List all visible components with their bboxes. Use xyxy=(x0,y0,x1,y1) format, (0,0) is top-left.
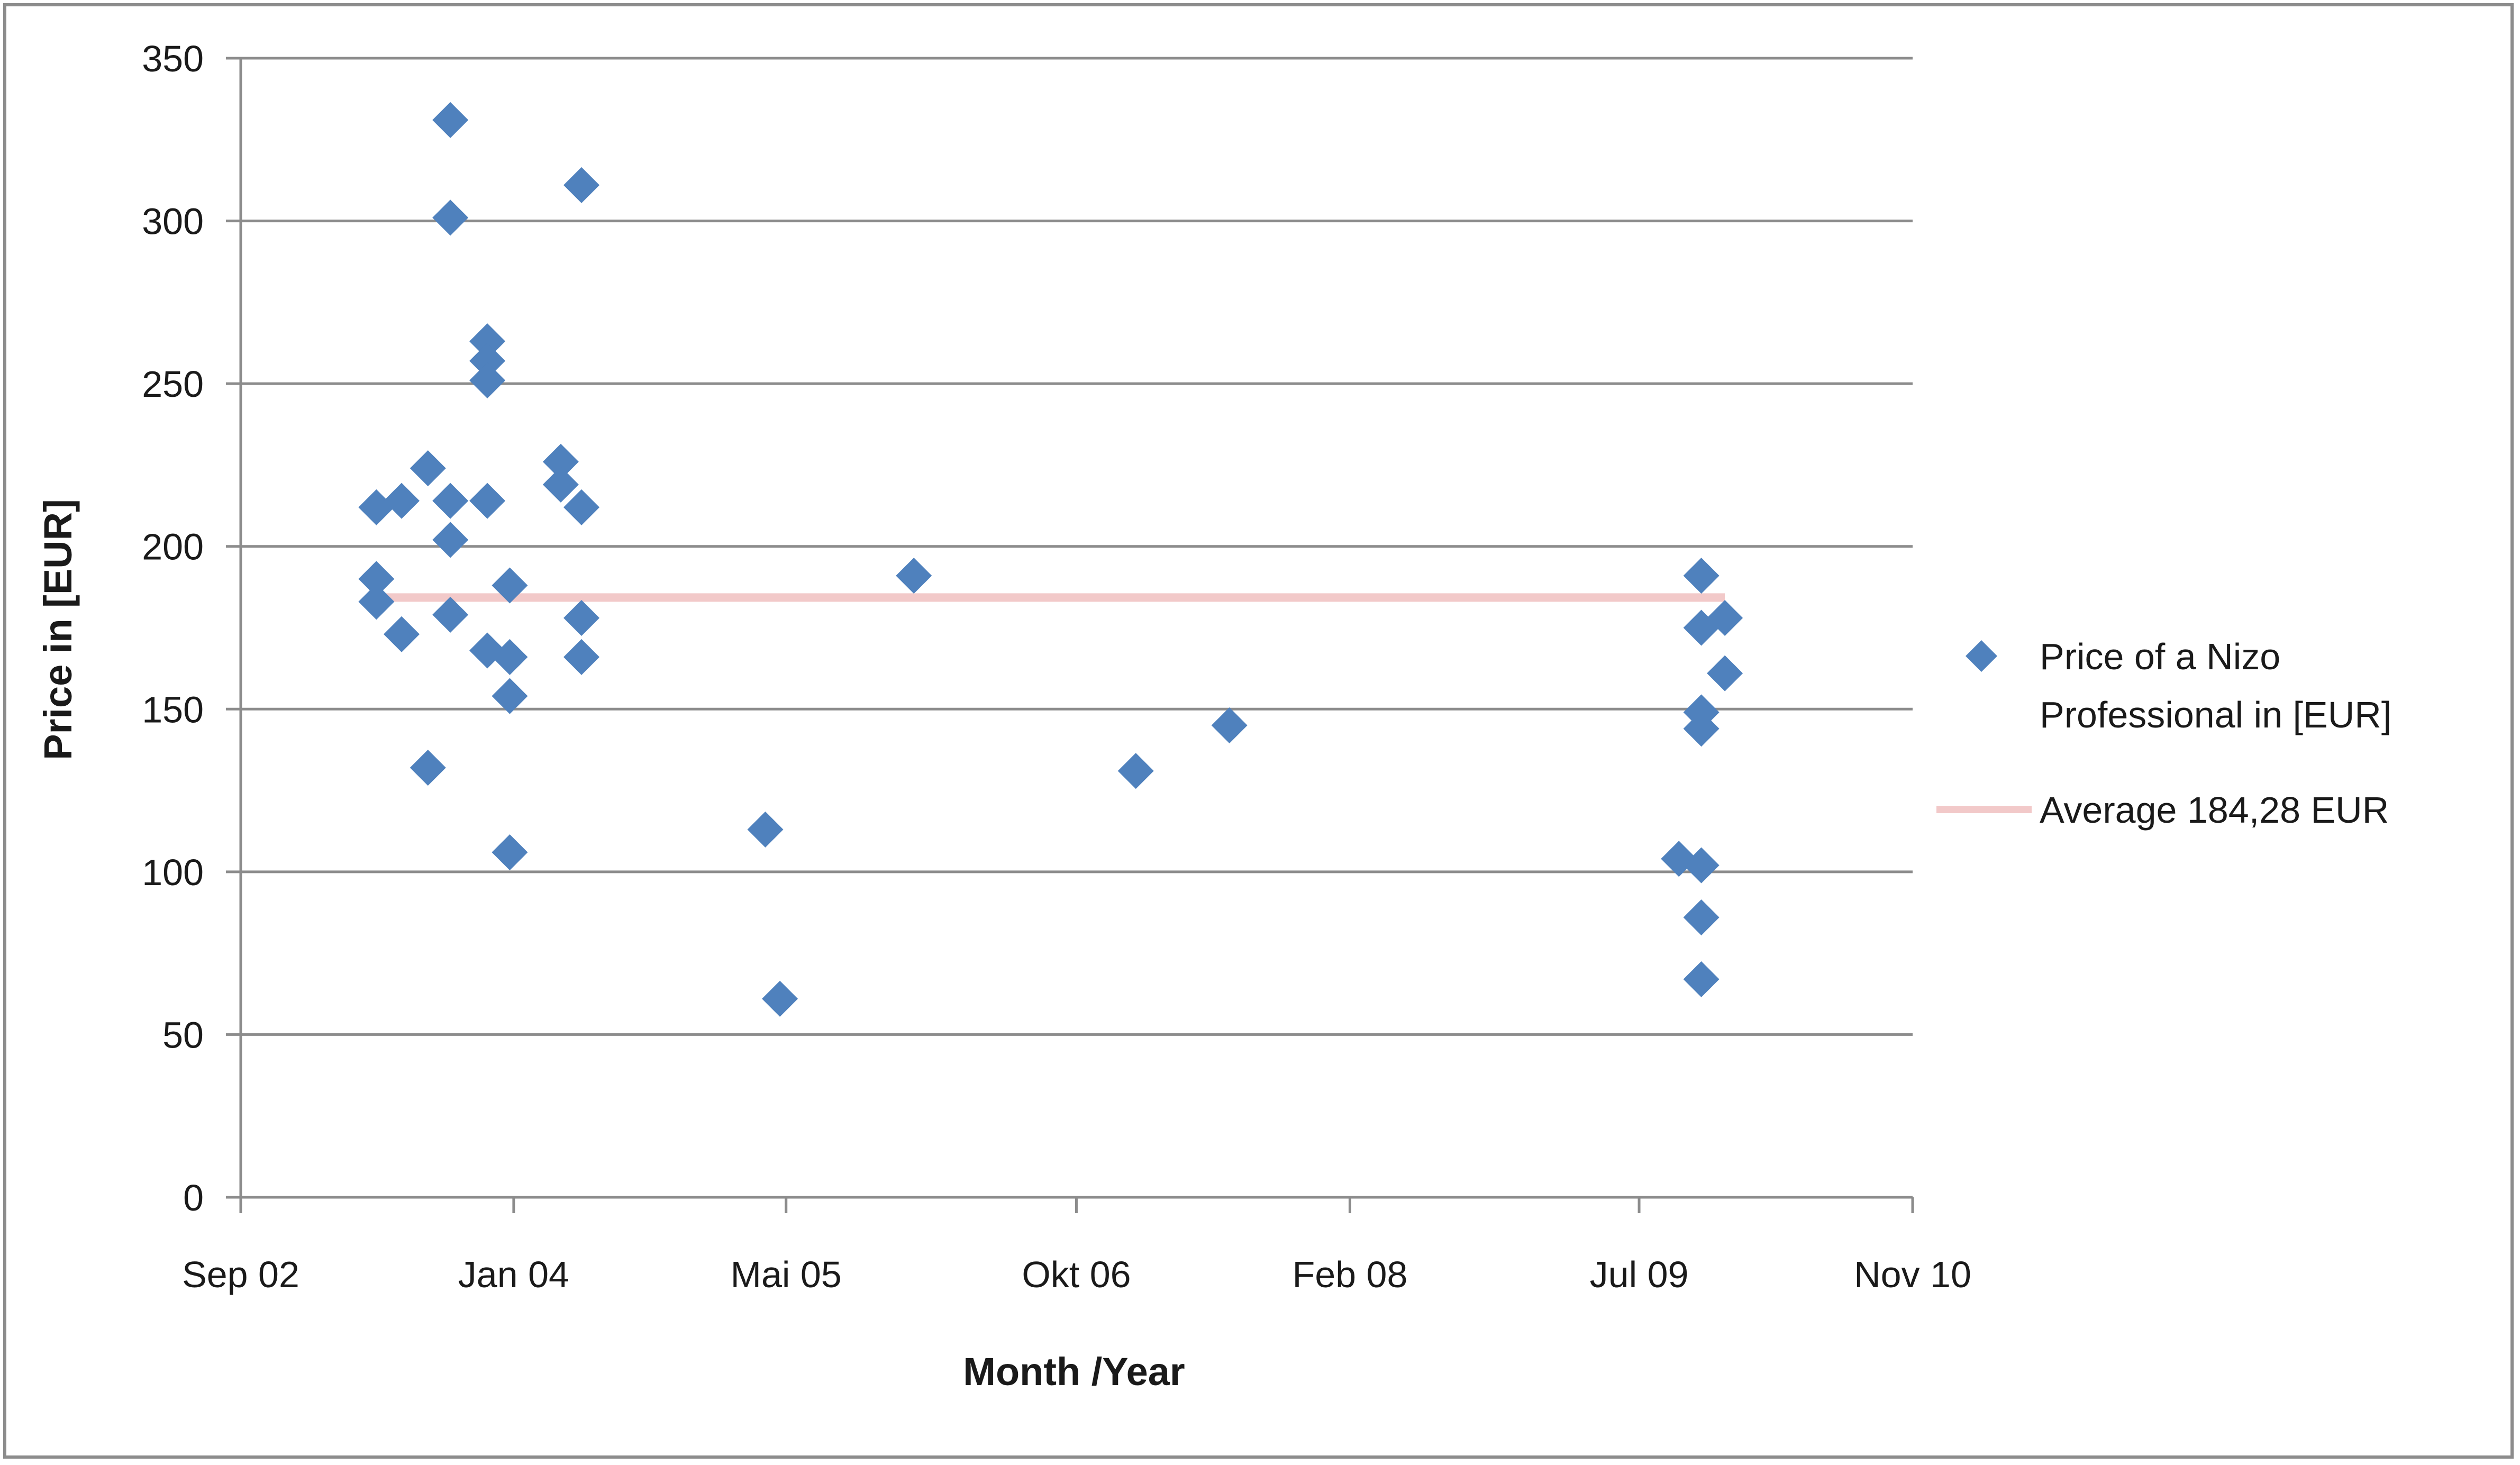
x-tick-label: Feb 08 xyxy=(1292,1254,1407,1295)
data-point xyxy=(410,450,446,487)
data-point xyxy=(1707,600,1743,636)
data-point xyxy=(492,834,528,870)
x-tick-label: Jul 09 xyxy=(1590,1254,1689,1295)
data-point xyxy=(563,639,600,675)
data-point xyxy=(410,750,446,786)
data-point xyxy=(896,558,932,594)
data-point xyxy=(1707,655,1743,691)
x-tick-label: Jan 04 xyxy=(458,1254,569,1295)
y-tick-label: 50 xyxy=(162,1014,204,1055)
data-point xyxy=(358,584,395,620)
data-point xyxy=(492,639,528,675)
y-tick-label: 300 xyxy=(142,201,204,242)
legend-label-price-line2: Professional in [EUR] xyxy=(2040,694,2391,735)
data-point xyxy=(1683,558,1720,594)
chart-frame xyxy=(3,3,2514,1459)
data-point xyxy=(384,616,420,652)
legend-label-price-line1: Price of a Nizo xyxy=(2040,636,2280,677)
data-point xyxy=(563,600,600,636)
data-point xyxy=(358,561,395,597)
data-point xyxy=(1683,899,1720,935)
data-point xyxy=(432,483,469,519)
data-point xyxy=(747,811,784,848)
data-point xyxy=(469,343,506,379)
data-point xyxy=(762,980,798,1017)
data-point xyxy=(384,483,420,519)
data-point xyxy=(1683,961,1720,997)
y-tick-label: 0 xyxy=(183,1177,204,1218)
y-axis-title: Price in [EUR] xyxy=(36,499,80,760)
data-points xyxy=(358,102,1743,1017)
legend: Price of a Nizo Professional in [EUR] Av… xyxy=(1936,636,2391,831)
data-point xyxy=(1211,707,1248,744)
data-point xyxy=(432,522,469,558)
axes xyxy=(226,57,1914,1213)
legend-label-average: Average 184,28 EUR xyxy=(2040,789,2389,831)
data-point xyxy=(432,199,469,236)
x-tick-label: Sep 02 xyxy=(182,1254,299,1295)
data-point xyxy=(1117,753,1154,789)
x-tick-label: Nov 10 xyxy=(1854,1254,1971,1295)
x-tick-label: Okt 06 xyxy=(1022,1254,1131,1295)
x-axis-title: Month /Year xyxy=(963,1350,1185,1394)
data-point xyxy=(1683,711,1720,747)
data-point xyxy=(1683,847,1720,884)
legend-diamond-icon xyxy=(1966,640,1997,672)
data-point xyxy=(469,362,506,398)
tick-labels: 0 50 100 150 200 250 300 350 Sep 02 Jan 04 Mai 05 O… xyxy=(142,38,1971,1295)
data-point xyxy=(563,489,600,525)
data-point xyxy=(542,443,579,480)
y-tick-label: 250 xyxy=(142,363,204,405)
data-point xyxy=(432,596,469,633)
y-tick-label: 100 xyxy=(142,852,204,893)
data-point xyxy=(358,489,395,525)
data-point xyxy=(492,678,528,714)
data-point xyxy=(469,483,506,519)
data-point xyxy=(542,466,579,503)
gridlines xyxy=(241,57,1913,1036)
data-point xyxy=(563,167,600,203)
y-tick-label: 200 xyxy=(142,526,204,568)
y-tick-label: 350 xyxy=(142,38,204,79)
data-point xyxy=(469,323,506,360)
x-tick-label: Mai 05 xyxy=(731,1254,842,1295)
y-tick-label: 150 xyxy=(142,689,204,730)
data-point xyxy=(432,102,469,138)
data-point xyxy=(492,567,528,604)
